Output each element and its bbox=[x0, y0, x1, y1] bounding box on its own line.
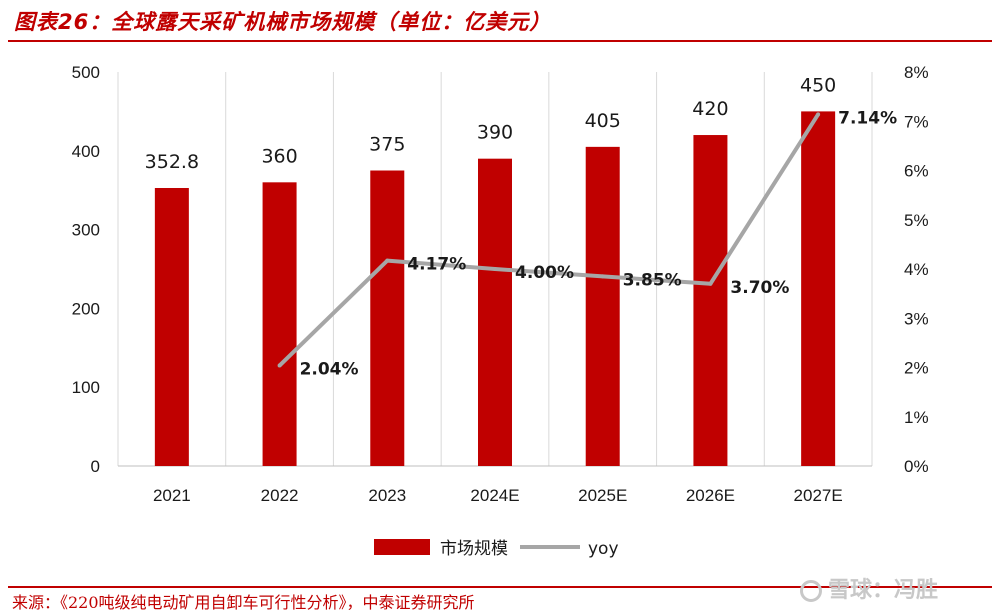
bar-data-label: 375 bbox=[369, 134, 405, 156]
chart-title: 图表26：全球露天采矿机械市场规模（单位：亿美元） bbox=[14, 10, 552, 34]
yoy-data-label: 7.14% bbox=[838, 108, 897, 128]
y-left-tick-label: 200 bbox=[72, 299, 100, 318]
watermark: 雪球：冯胜 bbox=[800, 572, 938, 604]
bar-data-label: 390 bbox=[477, 122, 513, 144]
bar-data-label: 352.8 bbox=[145, 151, 199, 173]
bar bbox=[262, 182, 297, 466]
yoy-data-label: 2.04% bbox=[300, 360, 359, 380]
y-right-tick-label: 1% bbox=[904, 408, 929, 427]
yoy-data-label: 4.17% bbox=[407, 255, 466, 275]
yoy-data-label: 4.00% bbox=[515, 263, 574, 283]
y-right-tick-label: 0% bbox=[904, 457, 929, 476]
x-tick-label: 2023 bbox=[368, 486, 406, 505]
y-right-tick-label: 4% bbox=[904, 260, 929, 279]
x-tick-label: 2027E bbox=[794, 486, 843, 505]
x-tick-label: 2025E bbox=[578, 486, 627, 505]
y-right-tick-label: 5% bbox=[904, 211, 929, 230]
yoy-point bbox=[816, 112, 821, 117]
source-note: 来源：《220吨级纯电动矿用自卸车可行性分析》，中泰证券研究所 bbox=[12, 593, 475, 612]
y-left-tick-label: 100 bbox=[72, 378, 100, 397]
y-right-tick-label: 8% bbox=[904, 63, 929, 82]
x-tick-label: 2024E bbox=[470, 486, 519, 505]
x-tick-label: 2021 bbox=[153, 486, 191, 505]
y-left-tick-label: 300 bbox=[72, 221, 100, 240]
y-left-tick-label: 400 bbox=[72, 142, 100, 161]
bar bbox=[370, 170, 405, 466]
bar bbox=[585, 146, 620, 467]
yoy-data-label: 3.70% bbox=[730, 278, 789, 298]
watermark-text: 雪球：冯胜 bbox=[828, 578, 939, 603]
bar-data-label: 450 bbox=[800, 74, 836, 96]
yoy-point bbox=[385, 258, 390, 263]
y-right-tick-label: 2% bbox=[904, 359, 929, 378]
title-bar bbox=[8, 4, 992, 42]
chart: 0 100 200 300 400 500 0% 1% 2% 3% 4% 5% 6% 7% 8% 2021 20… bbox=[72, 63, 929, 559]
y-left-tick-label: 500 bbox=[72, 63, 100, 82]
bar bbox=[693, 135, 728, 467]
y-right-tick-label: 3% bbox=[904, 309, 929, 328]
yoy-point bbox=[600, 274, 605, 279]
legend-bar-label: 市场规模 bbox=[440, 539, 508, 559]
yoy-point bbox=[277, 363, 282, 368]
yoy-data-label: 3.85% bbox=[623, 270, 682, 290]
snowball-logo-icon bbox=[800, 580, 822, 602]
legend-bar-swatch bbox=[374, 539, 430, 555]
bar bbox=[801, 111, 836, 467]
bar-data-label: 360 bbox=[261, 145, 297, 167]
bar bbox=[154, 187, 189, 467]
yoy-point bbox=[493, 267, 497, 271]
yoy-line bbox=[278, 113, 820, 367]
y-left-tick-label: 0 bbox=[91, 457, 100, 476]
yoy-point bbox=[708, 281, 713, 286]
bar bbox=[478, 158, 512, 466]
bar-data-label: 405 bbox=[585, 110, 621, 132]
x-tick-label: 2026E bbox=[686, 486, 735, 505]
y-right-tick-label: 6% bbox=[904, 162, 929, 181]
x-tick-label: 2022 bbox=[261, 486, 299, 505]
source-divider bbox=[8, 586, 992, 588]
y-right-tick-label: 7% bbox=[904, 112, 929, 131]
legend-line-label: yoy bbox=[588, 539, 619, 559]
bar-data-label: 420 bbox=[692, 98, 728, 120]
